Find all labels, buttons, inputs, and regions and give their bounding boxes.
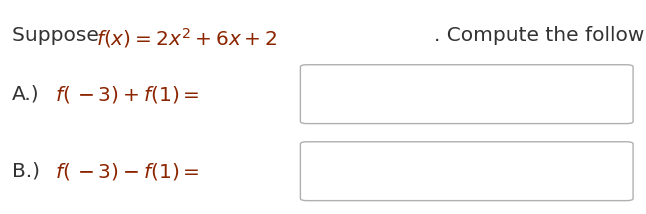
FancyBboxPatch shape — [300, 65, 633, 124]
Text: . Compute the following:: . Compute the following: — [434, 26, 646, 45]
Text: A.): A.) — [12, 85, 39, 104]
Text: B.): B.) — [12, 162, 39, 181]
Text: $f(\,-3) + f(1) =$: $f(\,-3) + f(1) =$ — [55, 84, 200, 105]
Text: Suppose: Suppose — [12, 26, 105, 45]
Text: $f(\,-3) - f(1) =$: $f(\,-3) - f(1) =$ — [55, 161, 200, 182]
FancyBboxPatch shape — [300, 142, 633, 201]
Text: $f(x) = 2x^2 + 6x + 2$: $f(x) = 2x^2 + 6x + 2$ — [96, 26, 277, 50]
